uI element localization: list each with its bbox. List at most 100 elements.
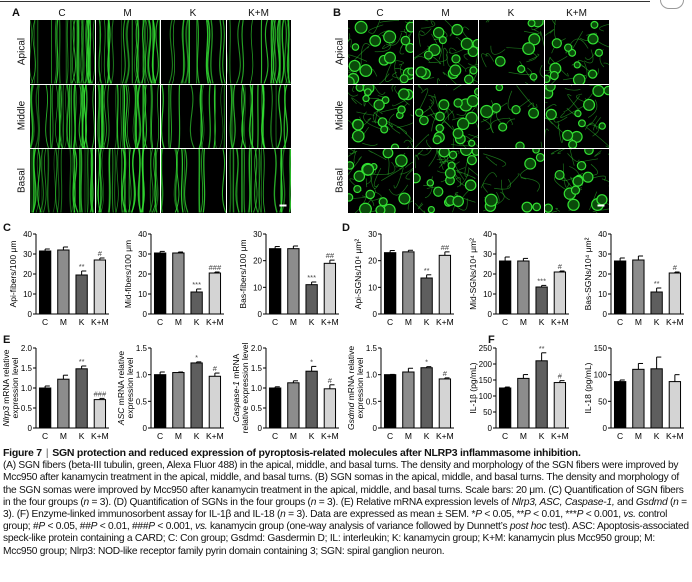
micrograph-somas-apical-1 <box>404 10 491 100</box>
x-tick-label: K+M <box>551 317 569 327</box>
x-tick-label: M <box>60 317 67 327</box>
caption-text: n <box>280 509 286 521</box>
y-tick-label: 1.0 <box>136 371 148 380</box>
bar-C <box>153 374 167 429</box>
x-tick-label: K+M <box>321 431 339 441</box>
bar-chart-asc: 0 0.5 1.0 1.5 ASC mRNA relative expression le… <box>116 344 224 441</box>
y-tick-label: 150 <box>594 344 608 353</box>
caption-text: P <box>38 521 45 533</box>
x-tick-label: K <box>424 431 430 441</box>
y-axis-label: Bas-fibers/100 μm <box>238 239 248 308</box>
y-tick-label: 2.0 <box>21 344 33 353</box>
caption-text: Gsdmd <box>635 496 668 508</box>
micrograph-fibers-middle-3 <box>226 84 291 149</box>
bar-M <box>402 371 415 429</box>
caption-text: < 0.05, ** <box>481 509 525 521</box>
x-tick-label: M <box>405 317 412 327</box>
y-axis-label: expression level <box>355 357 365 418</box>
x-tick-label: K <box>194 317 200 327</box>
bar-K+M <box>323 262 337 315</box>
y-tick-label: 30 <box>23 250 32 259</box>
row-header: Basal <box>16 167 28 193</box>
y-tick-label: 0.5 <box>366 397 378 406</box>
bar-C <box>383 374 397 429</box>
bar-K <box>650 291 663 315</box>
bar-K <box>420 277 433 315</box>
x-tick-label: C <box>502 431 508 441</box>
bar-C <box>38 250 52 315</box>
x-tick-label: C <box>502 317 508 327</box>
micrograph-fibers-apical-0 <box>29 19 95 84</box>
caption-text: vs. <box>195 521 208 533</box>
y-tick-label: 150 <box>479 376 493 385</box>
significance-mark: ** <box>79 262 85 271</box>
bar-chart-mid-sgns: 0 10 20 30 40 Mid-SGNs/10⁴ μm² C M *** K # K+M <box>468 230 569 327</box>
y-tick-label: 100 <box>594 371 608 380</box>
bar-C <box>268 248 282 315</box>
bar-chart-nlrp3: 0 0.5 1.0 1.5 2.0 Nlrp3 mRNA relative expressi… <box>1 344 109 441</box>
bar-K+M <box>208 375 222 429</box>
bar-M <box>287 382 300 429</box>
bar-chart-mid-fibers: 0 10 20 30 40 Mid-fibers/100 μm C M *** K ### K+M <box>123 230 224 327</box>
bar-C <box>383 252 397 315</box>
x-tick-label: K+M <box>321 317 339 327</box>
y-axis-label: Caspase-1 mRNA <box>231 353 241 422</box>
x-tick-label: M <box>635 317 642 327</box>
bar-K <box>420 367 433 429</box>
x-tick-label: M <box>520 431 527 441</box>
y-tick-label: 40 <box>483 230 492 239</box>
significance-mark: * <box>310 357 313 366</box>
bar-M <box>57 249 70 315</box>
bar-C <box>613 381 627 429</box>
x-tick-label: K+M <box>206 431 224 441</box>
micrograph-fibers-middle-1 <box>95 84 160 149</box>
micrograph-fibers-basal-1 <box>93 148 160 213</box>
significance-mark: ### <box>94 389 107 398</box>
y-tick-label: 50 <box>598 397 607 406</box>
y-tick-label: 0 <box>143 424 148 433</box>
x-tick-label: C <box>157 431 163 441</box>
y-axis-label: IL-1β (pg/mL) <box>468 362 478 413</box>
bar-K <box>305 370 318 429</box>
y-tick-label: 20 <box>23 270 32 279</box>
top-rule <box>0 1 650 2</box>
x-tick-label: K+M <box>91 317 109 327</box>
panel-label-a: A <box>12 7 20 19</box>
significance-mark: ## <box>441 243 450 252</box>
x-tick-label: M <box>175 431 182 441</box>
x-tick-label: K <box>424 317 430 327</box>
y-axis-label: expression level <box>125 357 135 418</box>
micrograph-fibers-apical-3 <box>223 19 291 84</box>
micrograph-somas-basal-2 <box>479 131 545 213</box>
bar-chart-api-sgns: 0 10 20 30 Api-SGNs/10⁴ μm² C M ** K ## K+M <box>353 230 454 327</box>
y-tick-label: 0 <box>603 310 608 319</box>
y-tick-label: 0 <box>373 310 378 319</box>
caption-text: = 3). (E) Relative mRNA expression level… <box>316 496 512 508</box>
x-tick-label: M <box>635 431 642 441</box>
bar-K+M <box>208 272 222 315</box>
y-tick-label: 40 <box>138 230 147 239</box>
x-tick-label: C <box>157 317 163 327</box>
micrograph-somas-apical-2 <box>479 14 558 90</box>
y-tick-label: 10 <box>368 283 377 292</box>
significance-mark: ## <box>326 251 335 260</box>
micrograph-somas-middle-1 <box>405 75 487 153</box>
bar-chart-api-fibers: 0 10 20 30 40 Api-fibers/100 μm C M ** K # K+M <box>8 230 109 327</box>
y-tick-label: 0.5 <box>136 397 148 406</box>
y-tick-label: 40 <box>598 230 607 239</box>
x-tick-label: K+M <box>436 317 454 327</box>
caption-text: < 0.01, ### <box>97 521 149 533</box>
caption-text: n <box>310 496 317 508</box>
y-tick-label: 100 <box>479 392 493 401</box>
x-tick-label: C <box>42 317 48 327</box>
micrograph-somas-basal-0 <box>340 133 426 217</box>
column-header: K+M <box>248 8 269 19</box>
caption-text: = 3). (F) Enzyme-linked immunosorbent as… <box>3 496 687 521</box>
caption-text: and <box>614 496 636 508</box>
bar-M <box>632 368 645 429</box>
caption-text: < 0.001, <box>154 521 196 533</box>
bar-C <box>38 387 52 429</box>
bar-K <box>305 284 318 315</box>
x-tick-label: K+M <box>666 431 684 441</box>
bar-C <box>613 260 627 315</box>
